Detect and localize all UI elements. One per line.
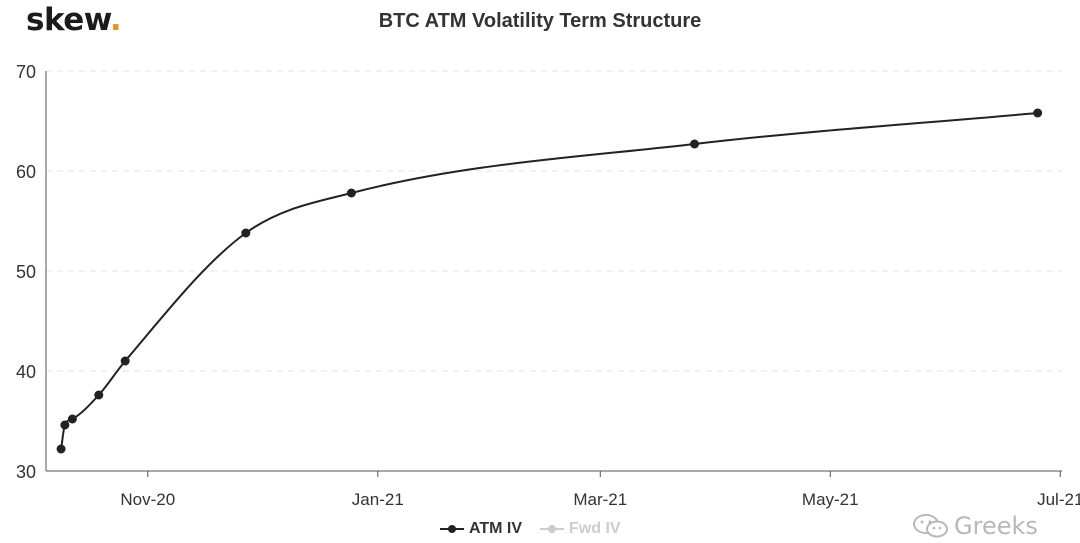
- series-line-atm-iv: [60, 112, 1038, 450]
- data-point: [67, 414, 77, 424]
- wechat-icon: [913, 514, 948, 538]
- x-tick-label: Jul-21: [1037, 490, 1080, 509]
- chart-legend: ATM IV Fwd IV: [440, 520, 639, 538]
- skew-logo: skew.: [26, 2, 122, 38]
- chart-title: BTC ATM Volatility Term Structure: [378, 10, 702, 32]
- data-point: [60, 420, 70, 430]
- y-tick-label: 40: [16, 362, 36, 382]
- legend-label: ATM IV: [469, 520, 523, 537]
- y-tick-label: 50: [16, 262, 36, 282]
- x-tick-label: Mar-21: [573, 490, 627, 509]
- legend-marker: [540, 523, 565, 535]
- x-tick-label: May-21: [802, 490, 859, 509]
- data-point: [56, 444, 66, 454]
- y-tick-label: 30: [16, 462, 36, 482]
- y-tick-label: 60: [16, 162, 36, 182]
- watermark: Greeks: [912, 512, 1038, 540]
- legend-label: Fwd IV: [569, 520, 621, 537]
- legend-item-fwd-iv[interactable]: Fwd IV: [540, 520, 621, 538]
- data-point: [690, 139, 700, 149]
- data-point: [346, 188, 356, 198]
- legend-marker: [440, 523, 464, 535]
- watermark-text: Greeks: [954, 512, 1038, 540]
- x-tick-label: Nov-20: [120, 490, 175, 509]
- data-point: [94, 390, 104, 400]
- data-point: [1033, 108, 1043, 118]
- legend-item-atm-iv[interactable]: ATM IV: [440, 520, 522, 538]
- data-point: [120, 356, 130, 366]
- x-tick-label: Jan-21: [352, 490, 404, 509]
- y-tick-label: 70: [16, 62, 36, 82]
- data-point: [241, 228, 251, 238]
